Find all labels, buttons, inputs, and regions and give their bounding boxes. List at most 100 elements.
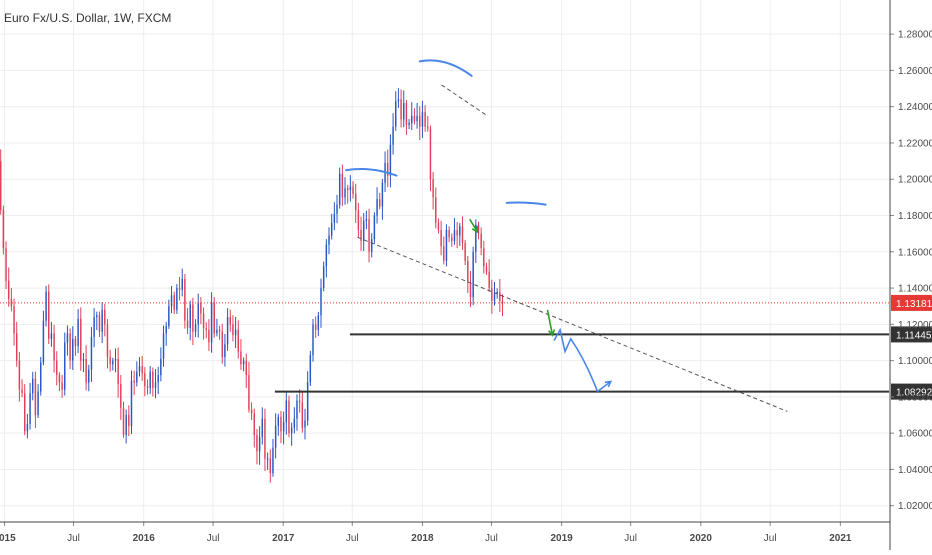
candle-body [413, 115, 416, 122]
candle-body [421, 112, 424, 127]
candle-body [29, 393, 31, 425]
candle-body [448, 230, 450, 238]
candle-body [304, 420, 306, 428]
candle-body [77, 318, 79, 347]
candle-body [256, 434, 258, 452]
candle-body [365, 219, 368, 221]
candle-body [181, 279, 183, 290]
candle-body [213, 302, 215, 334]
candle-body [274, 425, 277, 448]
candle-body [408, 123, 410, 125]
candle-body [282, 422, 285, 432]
candle-body [197, 302, 199, 325]
candle-body [216, 329, 218, 334]
candle-body [381, 182, 384, 207]
candle-body [40, 362, 42, 392]
candle-body [293, 418, 296, 428]
candle-body [432, 179, 434, 198]
candle-body [392, 126, 394, 145]
candle-body [248, 375, 250, 410]
candle-body [501, 300, 504, 303]
candle-body [445, 230, 448, 261]
candle-body [189, 304, 191, 328]
projected-path [553, 327, 599, 392]
candle-body [312, 324, 314, 356]
candle-body [160, 358, 162, 376]
candle-body [475, 224, 477, 252]
candle-body [477, 224, 480, 234]
candle-body [122, 407, 125, 435]
candle-body [66, 333, 69, 343]
price-tick-label: 1.24000 [898, 102, 932, 113]
candle-body [210, 302, 213, 343]
price-tick-label: 1.26000 [898, 66, 932, 77]
candle-body [435, 197, 437, 223]
peak-marker-arc [345, 168, 398, 177]
level-price-label-bg [891, 326, 932, 343]
candle-body [106, 324, 109, 357]
green-arrow-head [548, 329, 556, 337]
candle-body [234, 329, 237, 336]
candle-body [237, 329, 239, 352]
candle-body [50, 333, 53, 339]
candle-body [141, 366, 143, 374]
candles [0, 88, 504, 483]
candle-body [333, 213, 336, 223]
candle-body [88, 369, 90, 383]
candle-body [224, 344, 226, 357]
current-price-label-bg [891, 294, 932, 311]
candle-body [117, 358, 119, 385]
candle-body [133, 380, 135, 383]
candle-body [229, 317, 231, 325]
time-tick-label: Jul [485, 533, 498, 544]
candle-body [96, 315, 98, 318]
candle-body [493, 293, 496, 301]
candle-body [328, 235, 330, 245]
candle-body [61, 382, 63, 390]
candle-body [34, 378, 37, 416]
candle-body [146, 386, 149, 388]
candle-body [306, 382, 309, 421]
price-tick-label: 1.20000 [898, 175, 932, 186]
time-tick-label: Jul [207, 533, 220, 544]
candle-body [277, 416, 280, 426]
candle-body [317, 315, 320, 330]
candle-body [170, 295, 173, 307]
trendline [441, 84, 488, 117]
grid [0, 0, 889, 522]
candle-body [464, 242, 466, 261]
candle-body [15, 333, 18, 361]
candle-body [288, 400, 290, 434]
candle-body [18, 360, 21, 390]
candle-body [128, 415, 130, 426]
candle-body [298, 400, 301, 403]
candle-body [285, 400, 288, 423]
level-price-label-bg [891, 383, 932, 400]
candle-body [320, 288, 322, 316]
price-tick-label: 1.22000 [898, 138, 932, 149]
candle-body [336, 204, 338, 214]
candle-body [309, 355, 312, 383]
candle-body [354, 193, 357, 211]
candle-body [357, 210, 360, 231]
candle-body [69, 333, 71, 361]
projected-path-arrow-head [604, 380, 613, 388]
candle-body [242, 360, 245, 365]
candle-body [56, 360, 58, 376]
candle-body [186, 320, 189, 328]
candle-body [0, 161, 2, 211]
candle-body [7, 280, 10, 299]
price-tick-label: 1.10000 [898, 356, 932, 367]
candle-body [26, 424, 29, 432]
candle-body [37, 391, 39, 416]
candle-body [296, 400, 298, 419]
price-tick-label: 1.12000 [898, 320, 932, 331]
price-tick-label: 1.04000 [898, 465, 932, 476]
time-tick-label: Jul [624, 533, 637, 544]
candle-body [373, 215, 376, 240]
candle-body [469, 282, 472, 298]
candle-body [362, 220, 365, 241]
